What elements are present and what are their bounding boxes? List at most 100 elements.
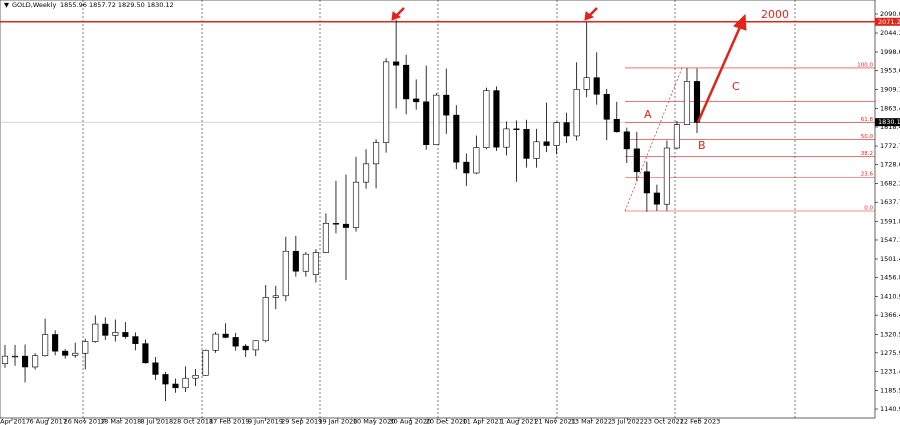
- candle-body: [122, 332, 129, 337]
- x-tick-label: 28 Oct 2018: [173, 418, 213, 425]
- candle-body: [393, 61, 400, 66]
- y-tick-label: 1275.95: [880, 349, 900, 357]
- x-tick-label: 20 Dec 2020: [426, 418, 468, 425]
- candle-body: [523, 128, 530, 159]
- candle-body: [102, 323, 109, 336]
- candle-body: [633, 148, 640, 173]
- candle-body: [603, 94, 610, 120]
- x-tick-label: 9 Jun 2019: [248, 418, 283, 425]
- candle-body: [503, 128, 510, 148]
- y-tick-label: 1953.65: [880, 67, 900, 75]
- candle-body: [262, 297, 269, 342]
- candle-body: [272, 295, 279, 298]
- x-tick-label: 26 Nov 2017: [64, 418, 106, 425]
- annotation: A: [644, 108, 652, 121]
- y-tick-label: 1863.40: [880, 104, 900, 112]
- candle-body: [1, 355, 9, 364]
- current-price-label: 1830.12: [878, 118, 900, 126]
- resistance-label: 2071.25: [878, 18, 900, 26]
- candle-body: [162, 374, 169, 385]
- candle-body: [563, 122, 570, 137]
- candle-body: [352, 181, 360, 228]
- candle-body: [483, 90, 490, 148]
- symbol: GOLD,Weekly: [12, 1, 56, 9]
- x-tick-label: 17 Feb 2019: [209, 418, 249, 425]
- candle-body: [252, 340, 259, 351]
- candle-body: [142, 343, 149, 364]
- fib-label: 61.8: [861, 117, 874, 123]
- annotation: 2000: [761, 8, 789, 21]
- candle-body: [282, 250, 289, 297]
- candle-body: [332, 223, 340, 225]
- fib-label: 38.2: [861, 151, 873, 157]
- candle-body: [643, 171, 650, 194]
- candle-body: [433, 94, 440, 145]
- arrow: [696, 26, 742, 123]
- arrow-head: [584, 11, 595, 21]
- annotation: B: [698, 139, 706, 152]
- arrow-head: [733, 13, 747, 31]
- candle-body: [623, 131, 630, 150]
- candle-body: [543, 141, 550, 146]
- y-tick-label: 1456.85: [880, 274, 900, 282]
- candle-body: [423, 101, 430, 145]
- candle-body: [403, 64, 410, 100]
- candle-body: [312, 252, 319, 275]
- candle-body: [533, 141, 540, 159]
- candle-body: [322, 223, 329, 253]
- candle-body: [673, 124, 681, 149]
- candle-body: [172, 383, 179, 389]
- y-tick-label: 1185.50: [880, 386, 900, 394]
- candle-body: [653, 192, 660, 205]
- y-tick-label: 1140.95: [880, 405, 900, 413]
- y-tick-label: 2044.30: [880, 29, 900, 37]
- candle-body: [212, 333, 219, 351]
- candle-body: [112, 332, 119, 336]
- candle-body: [302, 253, 309, 272]
- y-tick-label: 1410.95: [880, 293, 900, 301]
- header-values: 1855.96 1857.72 1829.50 1830.12: [60, 1, 174, 9]
- fib-label: 50.0: [861, 134, 874, 140]
- candle-body: [573, 89, 580, 137]
- y-tick-label: 1547.10: [880, 236, 900, 244]
- x-tick-label: 29 Sep 2019: [281, 418, 322, 425]
- candle-body: [292, 250, 299, 272]
- x-tick-label: 10 May 2020: [353, 418, 395, 425]
- y-tick-label: 1366.40: [880, 311, 900, 319]
- fib-label: 23.6: [861, 172, 874, 178]
- candle-body: [232, 337, 239, 347]
- candle-body: [453, 114, 460, 163]
- candle-body: [443, 94, 450, 116]
- y-tick-label: 1682.30: [880, 180, 900, 188]
- candle-body: [92, 323, 99, 342]
- x-tick-label: 18 Mar 2018: [100, 418, 141, 425]
- resistance-box: [875, 17, 900, 26]
- candle-body: [513, 128, 520, 130]
- x-tick-label: 19 Jan 2020: [318, 418, 357, 425]
- candle-body: [242, 345, 249, 351]
- candle-body: [463, 161, 470, 174]
- candle-body: [52, 334, 59, 352]
- x-tick-label: 8 Jul 2018: [141, 418, 174, 425]
- candle-body: [72, 352, 79, 356]
- y-tick-label: 1909.10: [880, 85, 900, 93]
- candle-body: [373, 142, 380, 165]
- candle-body: [32, 355, 39, 368]
- candle-body: [613, 118, 620, 133]
- x-tick-label: 13 Mar 2022: [571, 418, 612, 425]
- candle-body: [132, 336, 139, 344]
- plot-frame: [0, 0, 876, 419]
- candle-body: [152, 362, 159, 375]
- candle-body: [593, 77, 600, 95]
- y-tick-label: 1818.45: [880, 123, 900, 131]
- x-tick-label: 6 Apr 2017: [0, 418, 30, 425]
- arrow-head: [391, 11, 402, 21]
- x-tick-label: 23 Oct 2022: [644, 418, 684, 425]
- candle-body: [383, 61, 390, 143]
- candle-body: [473, 147, 480, 174]
- candle-body: [413, 98, 420, 103]
- y-tick-label: 1728.00: [880, 161, 900, 169]
- candle-body: [192, 374, 199, 379]
